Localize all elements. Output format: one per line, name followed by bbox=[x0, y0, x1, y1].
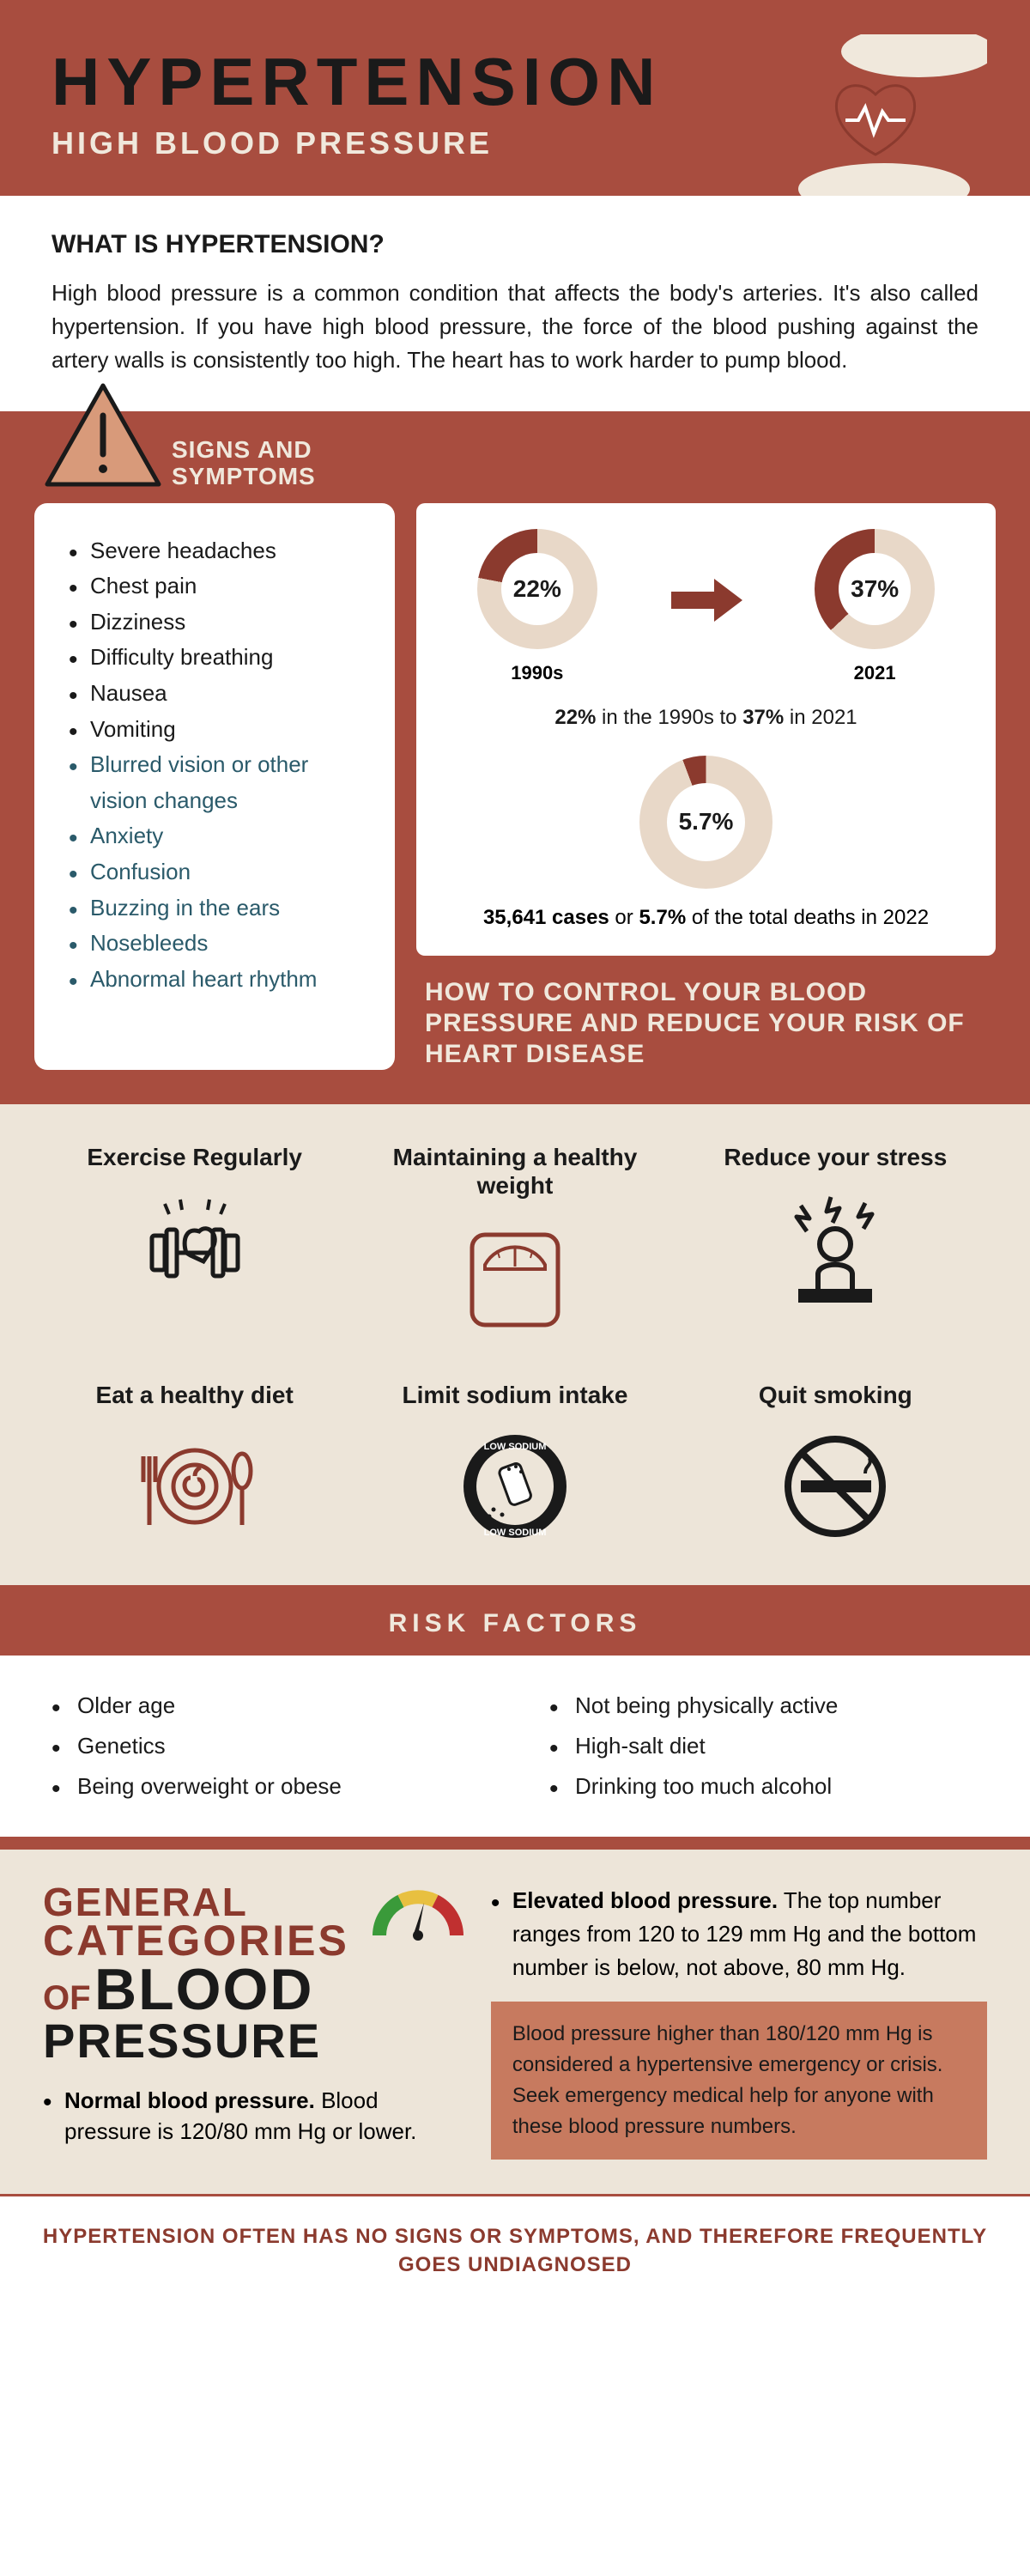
symptom-item: Chest pain bbox=[69, 568, 360, 605]
elevated-bp: Elevated blood pressure. The top number … bbox=[491, 1884, 987, 1984]
tip-scale: Maintaining a healthy weight bbox=[372, 1143, 657, 1338]
donut-2021: 37% 2021 bbox=[815, 529, 935, 684]
donut-1990s: 22% 1990s bbox=[477, 529, 597, 684]
symptom-item: Dizziness bbox=[69, 605, 360, 641]
symptom-item: Nosebleeds bbox=[69, 926, 360, 962]
intro-heading: WHAT IS HYPERTENSION? bbox=[52, 230, 978, 259]
tip-stress: Reduce your stress bbox=[693, 1143, 978, 1338]
tip-title: Maintaining a healthy weight bbox=[372, 1143, 657, 1200]
risk-item: Not being physically active bbox=[549, 1686, 978, 1726]
tip-dumbbell: Exercise Regularly bbox=[52, 1143, 337, 1338]
risk-banner: RISK FACTORS bbox=[0, 1585, 1030, 1656]
donut-deaths: 5.7% bbox=[442, 756, 970, 893]
risk-item: High-salt diet bbox=[549, 1726, 978, 1766]
tip-title: Eat a healthy diet bbox=[52, 1381, 337, 1410]
control-heading: HOW TO CONTROL YOUR BLOOD PRESSURE AND R… bbox=[416, 977, 996, 1070]
tip-diet: Eat a healthy diet bbox=[52, 1381, 337, 1547]
normal-bp: Normal blood pressure. Blood pressure is… bbox=[43, 2085, 465, 2148]
symptom-item: Nausea bbox=[69, 676, 360, 712]
signs-section: SIGNS ANDSYMPTOMS Severe headachesChest … bbox=[0, 411, 1030, 1104]
scale-icon bbox=[372, 1218, 657, 1338]
risk-item: Older age bbox=[52, 1686, 481, 1726]
diet-icon bbox=[52, 1426, 337, 1546]
symptom-item: Buzzing in the ears bbox=[69, 890, 360, 927]
tip-title: Quit smoking bbox=[693, 1381, 978, 1410]
intro-section: WHAT IS HYPERTENSION? High blood pressur… bbox=[0, 196, 1030, 411]
risk-item: Being overweight or obese bbox=[52, 1766, 481, 1807]
tip-title: Limit sodium intake bbox=[372, 1381, 657, 1410]
svg-text:LOW SODIUM: LOW SODIUM bbox=[484, 1442, 547, 1452]
symptom-item: Anxiety bbox=[69, 818, 360, 854]
svg-text:LOW SODIUM: LOW SODIUM bbox=[484, 1528, 547, 1538]
stress-icon bbox=[693, 1188, 978, 1309]
symptoms-list: Severe headachesChest painDizzinessDiffi… bbox=[34, 503, 395, 1070]
nosmoking-icon bbox=[693, 1426, 978, 1546]
tip-title: Reduce your stress bbox=[693, 1143, 978, 1172]
risk-factors: Older ageGeneticsBeing overweight or obe… bbox=[0, 1656, 1030, 1836]
symptom-item: Confusion bbox=[69, 854, 360, 890]
symptom-item: Severe headaches bbox=[69, 533, 360, 569]
stats-box: 22% 1990s 37% 2021 22% in the 1990s to 3… bbox=[416, 503, 996, 956]
symptom-item: Difficulty breathing bbox=[69, 640, 360, 676]
divider bbox=[0, 1837, 1030, 1850]
intro-body: High blood pressure is a common conditio… bbox=[52, 276, 978, 377]
symptom-item: Vomiting bbox=[69, 712, 360, 748]
footer: HYPERTENSION OFTEN HAS NO SIGNS OR SYMPT… bbox=[0, 2194, 1030, 2306]
dumbbell-icon bbox=[52, 1188, 337, 1309]
charts-caption: 22% in the 1990s to 37% in 2021 bbox=[442, 706, 970, 730]
tip-sodium: Limit sodium intake LOW SODIUM LOW SODIUM bbox=[372, 1381, 657, 1547]
risk-item: Genetics bbox=[52, 1726, 481, 1766]
arrow-icon bbox=[667, 574, 744, 638]
symptom-item: Abnormal heart rhythm bbox=[69, 962, 360, 998]
tip-nosmoking: Quit smoking bbox=[693, 1381, 978, 1547]
warning-icon bbox=[43, 381, 163, 497]
symptom-item: Blurred vision or other vision changes bbox=[69, 747, 360, 818]
risk-item: Drinking too much alcohol bbox=[549, 1766, 978, 1807]
categories-section: GENERAL CATEGORIES OF BLOOD PRESSURE Nor… bbox=[0, 1850, 1030, 2194]
sodium-icon: LOW SODIUM LOW SODIUM bbox=[372, 1426, 657, 1546]
categories-title: GENERAL CATEGORIES OF BLOOD PRESSURE bbox=[43, 1884, 349, 2063]
gauge-icon bbox=[371, 1884, 465, 1948]
signs-heading: SIGNS ANDSYMPTOMS bbox=[34, 437, 996, 490]
hands-heart-icon bbox=[764, 34, 987, 196]
tip-title: Exercise Regularly bbox=[52, 1143, 337, 1172]
deaths-caption: 35,641 cases or 5.7% of the total deaths… bbox=[442, 906, 970, 930]
tips-section: Exercise Regularly Maintaining a healthy … bbox=[0, 1104, 1030, 1586]
emergency-box: Blood pressure higher than 180/120 mm Hg… bbox=[491, 2002, 987, 2160]
header: HYPERTENSION HIGH BLOOD PRESSURE bbox=[0, 0, 1030, 196]
